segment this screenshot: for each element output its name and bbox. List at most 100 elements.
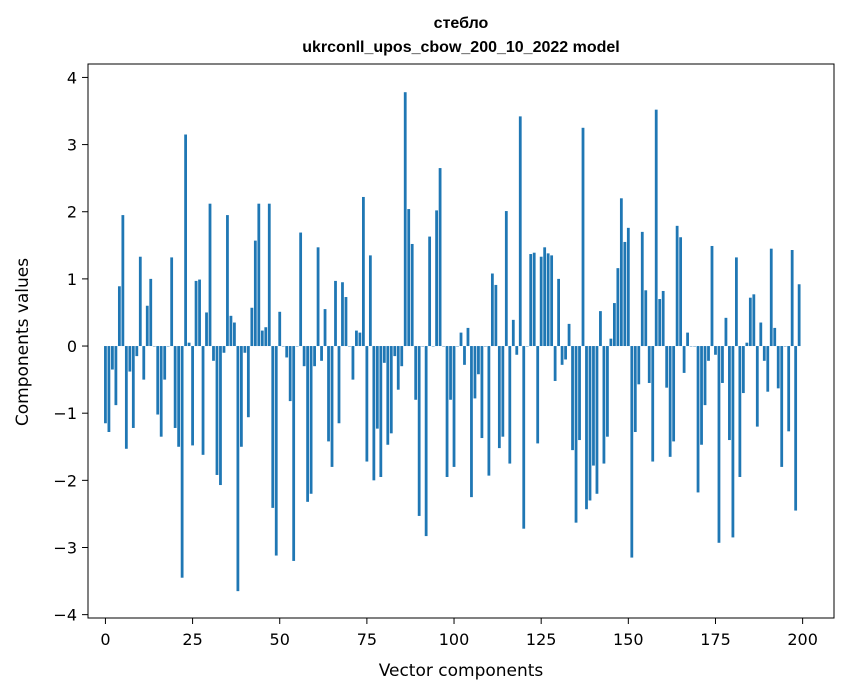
bar (208, 203, 212, 347)
bar (313, 346, 316, 367)
y-tick-label: −3 (53, 538, 77, 557)
bar (375, 346, 379, 429)
bar (292, 346, 296, 561)
bar (344, 297, 348, 347)
bar (682, 346, 686, 373)
bar (728, 346, 731, 441)
bar (239, 346, 243, 447)
bar (379, 346, 383, 477)
bar (180, 346, 184, 578)
bar (229, 315, 233, 347)
bar (114, 346, 118, 406)
chart-title: стебло (434, 15, 489, 32)
bar (776, 346, 780, 389)
bar (543, 247, 547, 347)
bar (163, 346, 167, 380)
bar (633, 346, 637, 432)
bar (274, 346, 278, 556)
bar (571, 346, 574, 451)
bar (389, 346, 393, 434)
x-tick-label: 175 (700, 630, 731, 649)
bar (630, 346, 634, 558)
bar (578, 346, 581, 441)
bar (260, 330, 264, 347)
bar (755, 346, 759, 427)
bar (553, 346, 557, 381)
bar (661, 290, 665, 347)
bar (428, 236, 432, 347)
chart-subtitle: ukrconll_upos_cbow_200_10_2022 model (302, 39, 619, 56)
bar (414, 346, 418, 400)
bar (226, 215, 229, 347)
bar (205, 312, 208, 347)
bar (731, 346, 735, 538)
bar (675, 225, 679, 347)
x-axis: 0 25 50 75 100 125 150 175 200 (100, 618, 818, 649)
bar (515, 346, 519, 355)
bar (787, 346, 791, 432)
bar (529, 254, 533, 347)
bar (564, 346, 567, 360)
bar (246, 346, 250, 418)
bar (330, 346, 334, 467)
bar (700, 346, 703, 445)
bar (104, 346, 107, 424)
bar (494, 284, 498, 347)
bar (721, 346, 724, 383)
bar (780, 346, 784, 467)
bar (306, 346, 310, 502)
bar (278, 311, 282, 347)
bar (407, 209, 411, 347)
bar (201, 346, 205, 455)
bar (672, 346, 676, 442)
bar (264, 327, 268, 347)
bar (497, 346, 501, 449)
bar (327, 346, 330, 442)
bar (741, 346, 745, 394)
bar (602, 346, 606, 464)
bar (145, 305, 149, 347)
bar (748, 297, 752, 347)
bar (539, 256, 543, 347)
bar (341, 282, 344, 347)
bar (396, 346, 400, 390)
bar (194, 280, 198, 347)
bar (215, 346, 219, 475)
bar (131, 346, 135, 428)
bar (606, 346, 609, 437)
bar (797, 284, 801, 347)
bar (480, 346, 484, 439)
x-tick-label: 50 (270, 630, 290, 649)
bar (267, 203, 271, 347)
bar (473, 346, 477, 399)
bar (198, 279, 201, 347)
bar (128, 346, 132, 372)
plot-frame (87, 63, 835, 619)
bar (177, 346, 181, 447)
bar (233, 322, 236, 347)
bar (668, 346, 672, 457)
bar (574, 346, 578, 523)
bar (640, 231, 644, 347)
bar (609, 338, 613, 347)
bar (222, 346, 226, 353)
bar (703, 346, 707, 406)
bar (647, 346, 651, 383)
bar (707, 346, 710, 361)
bar (212, 346, 215, 361)
bar (191, 346, 194, 446)
bar (773, 327, 777, 347)
x-tick-label: 200 (787, 630, 818, 649)
bar (445, 346, 449, 477)
bar (107, 346, 111, 432)
bar (438, 168, 442, 347)
bar (257, 203, 261, 347)
x-axis-label: Vector components (379, 661, 544, 681)
y-tick-label: −4 (53, 606, 77, 625)
bar (358, 332, 362, 347)
bar (424, 346, 428, 537)
bar (626, 227, 630, 347)
bar (138, 256, 142, 347)
bar (616, 268, 620, 347)
bar (470, 346, 473, 498)
